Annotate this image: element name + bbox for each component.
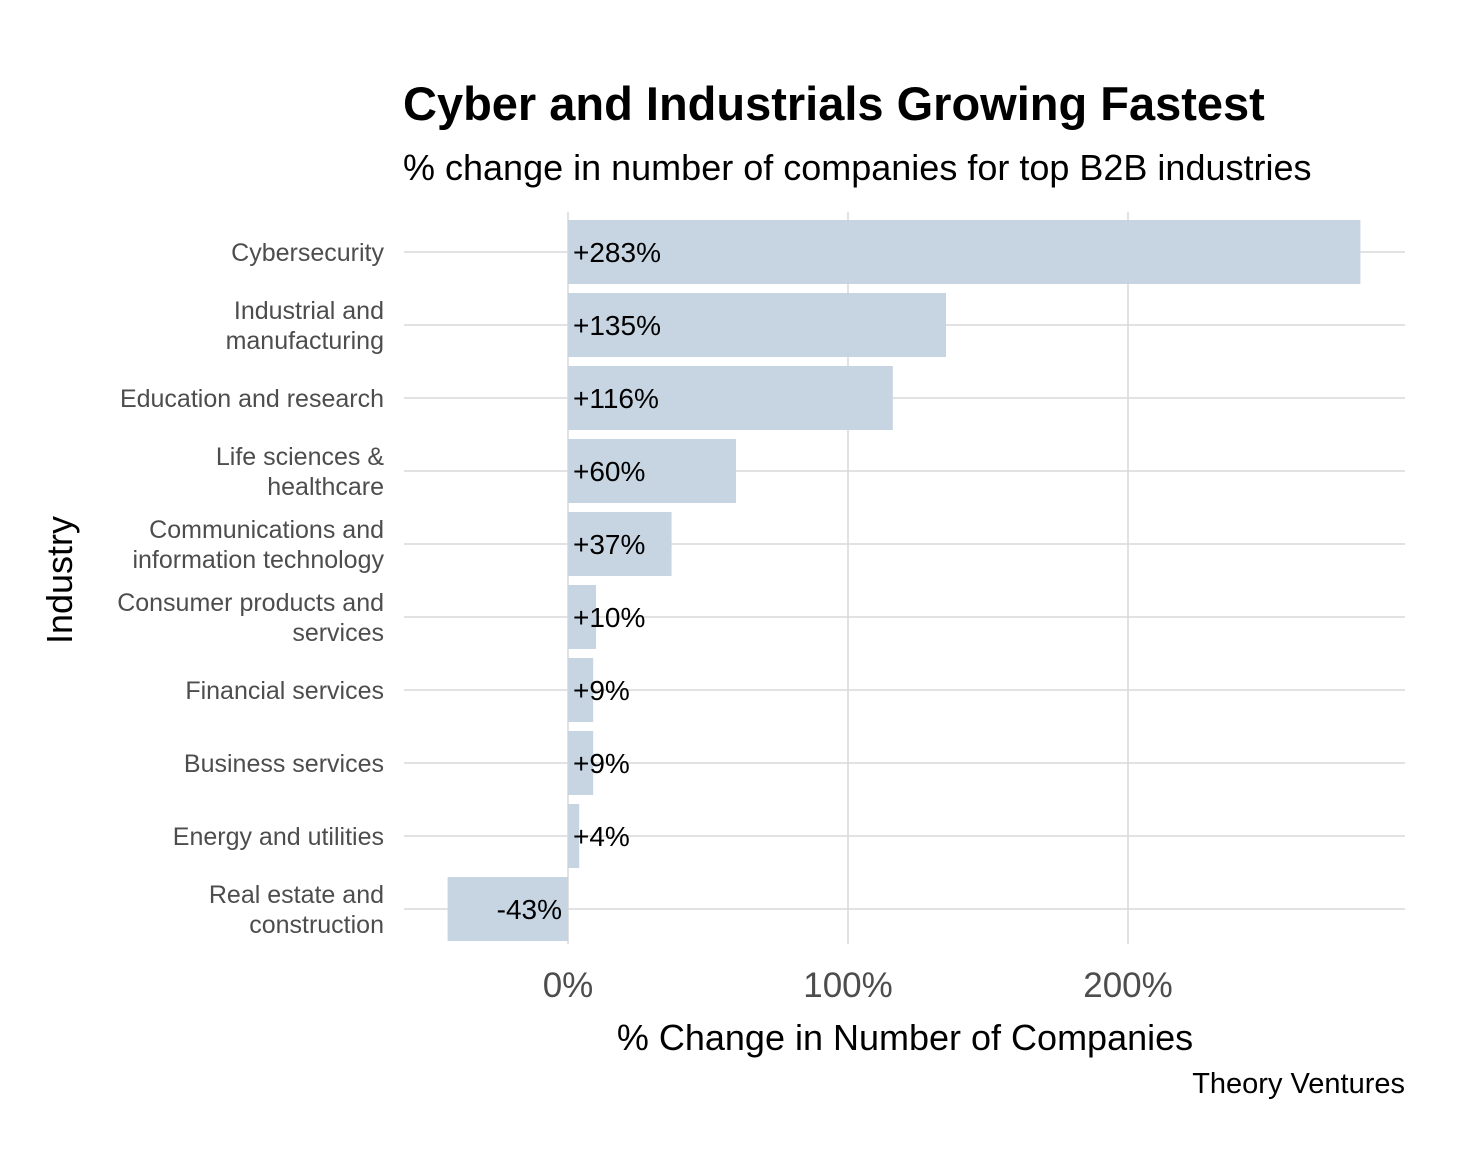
y-category-label: Communications and information technology: [132, 516, 384, 574]
y-axis-title: Industry: [39, 516, 80, 644]
y-category-label: Consumer products and services: [117, 589, 384, 647]
x-axis-title: % Change in Number of Companies: [617, 1017, 1193, 1058]
bar: [568, 804, 580, 868]
bar: [568, 439, 736, 503]
y-category-label: Energy and utilities: [173, 823, 384, 851]
bar-value-label: +10%: [573, 602, 645, 633]
y-category-label: Industrial and manufacturing: [226, 297, 384, 355]
bar-value-label: +9%: [573, 675, 630, 706]
bar-value-label: +116%: [573, 383, 659, 414]
bar: [568, 731, 594, 795]
y-axis-category-labels: Cybersecurity Industrial and manufacturing…: [117, 239, 384, 939]
x-tick-label: 0%: [543, 966, 594, 1005]
bar: [447, 877, 568, 941]
bar-value-labels: +283% +135% +116% +60% +37% +10% +9% +9% +4% -43%: [497, 237, 661, 925]
chart-subtitle: % change in number of companies for top …: [403, 147, 1312, 188]
y-category-label: Real estate and construction: [209, 881, 384, 939]
y-category-label: Cybersecurity: [231, 239, 384, 267]
bar-value-label: +60%: [573, 456, 645, 487]
x-tick-label: 100%: [803, 966, 893, 1005]
bars: [447, 220, 1361, 941]
bar-value-label: -43%: [497, 894, 562, 925]
chart-title: Cyber and Industrials Growing Fastest: [403, 77, 1265, 130]
bar: [568, 366, 893, 430]
bar-value-label: +9%: [573, 748, 630, 779]
bar: [568, 585, 596, 649]
bar: [568, 658, 594, 722]
bar: [568, 512, 672, 576]
bar: [568, 220, 1361, 284]
bar-value-label: +135%: [573, 310, 661, 341]
chart-caption: Theory Ventures: [1192, 1068, 1405, 1100]
bar: [568, 293, 946, 357]
y-category-label: Financial services: [185, 677, 384, 705]
y-category-label: Education and research: [120, 385, 384, 413]
x-axis-tick-labels: 0% 100% 200%: [543, 966, 1173, 1005]
bar-value-label: +37%: [573, 529, 645, 560]
bar-value-label: +283%: [573, 237, 661, 268]
bar-value-label: +4%: [573, 821, 630, 852]
x-tick-label: 200%: [1083, 966, 1173, 1005]
y-category-label: Business services: [184, 750, 384, 778]
y-category-label: Life sciences & healthcare: [216, 443, 384, 501]
